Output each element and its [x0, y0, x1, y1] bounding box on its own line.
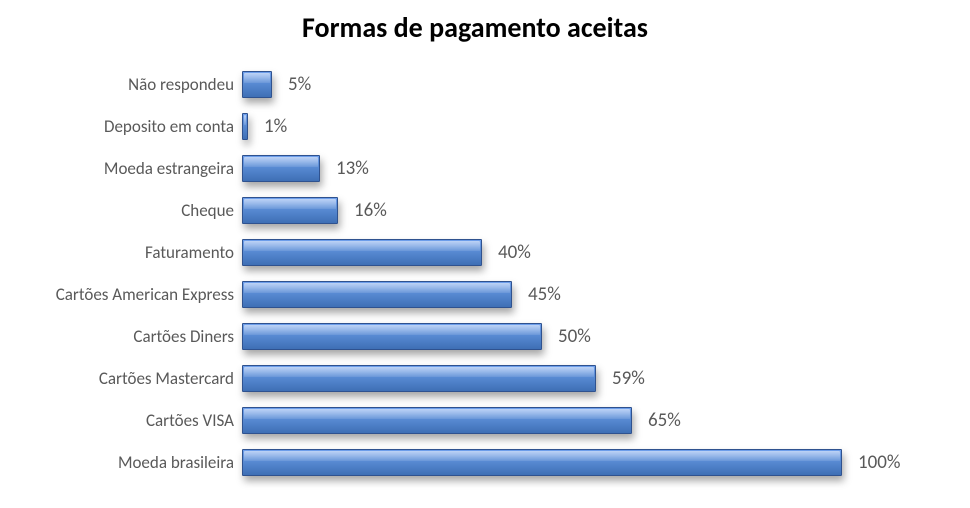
bar-wrap: 100% [242, 449, 900, 476]
bar [242, 323, 542, 350]
category-label: Moeda estrangeira [20, 158, 242, 179]
chart-row: Cheque 16% [20, 189, 930, 231]
bar-area: 16% [242, 197, 930, 224]
bar-area: 100% [242, 449, 930, 476]
value-label: 13% [336, 157, 369, 180]
bar [242, 239, 482, 266]
chart-row: Moeda estrangeira 13% [20, 147, 930, 189]
chart-row: Faturamento 40% [20, 231, 930, 273]
chart-row: Não respondeu 5% [20, 63, 930, 105]
bar-area: 65% [242, 407, 930, 434]
bar-wrap: 45% [242, 281, 561, 308]
bar-area: 1% [242, 113, 930, 140]
bar [242, 113, 248, 140]
chart-rows: Não respondeu 5% Deposito em conta 1% Moeda … [20, 63, 930, 483]
category-label: Faturamento [20, 242, 242, 263]
bar-area: 50% [242, 323, 930, 350]
chart-row: Deposito em conta 1% [20, 105, 930, 147]
value-label: 100% [858, 451, 900, 474]
bar-wrap: 1% [242, 113, 287, 140]
chart-row: Cartões American Express 45% [20, 273, 930, 315]
bar-area: 59% [242, 365, 930, 392]
bar-wrap: 59% [242, 365, 645, 392]
bar [242, 197, 338, 224]
bar-wrap: 65% [242, 407, 681, 434]
category-label: Deposito em conta [20, 116, 242, 137]
bar-area: 13% [242, 155, 930, 182]
value-label: 16% [354, 199, 387, 222]
bar-wrap: 50% [242, 323, 591, 350]
bar [242, 281, 512, 308]
category-label: Moeda brasileira [20, 452, 242, 473]
category-label: Cartões American Express [20, 284, 242, 305]
category-label: Cartões Mastercard [20, 368, 242, 389]
chart-row: Cartões Diners 50% [20, 315, 930, 357]
bar [242, 365, 596, 392]
value-label: 65% [648, 409, 681, 432]
bar-area: 40% [242, 239, 930, 266]
value-label: 40% [498, 241, 531, 264]
chart-container: Formas de pagamento aceitas Não responde… [0, 0, 970, 508]
bar-wrap: 13% [242, 155, 369, 182]
chart-row: Moeda brasileira 100% [20, 441, 930, 483]
category-label: Não respondeu [20, 74, 242, 95]
category-label: Cartões Diners [20, 326, 242, 347]
chart-row: Cartões VISA 65% [20, 399, 930, 441]
bar-area: 5% [242, 71, 930, 98]
bar-area: 45% [242, 281, 930, 308]
value-label: 1% [264, 115, 287, 138]
value-label: 59% [612, 367, 645, 390]
value-label: 45% [528, 283, 561, 306]
bar-wrap: 5% [242, 71, 311, 98]
category-label: Cartões VISA [20, 410, 242, 431]
chart-title: Formas de pagamento aceitas [20, 10, 930, 45]
bar [242, 407, 632, 434]
bar [242, 449, 842, 476]
bar-wrap: 16% [242, 197, 387, 224]
chart-row: Cartões Mastercard 59% [20, 357, 930, 399]
bar-wrap: 40% [242, 239, 531, 266]
bar [242, 155, 320, 182]
bar [242, 71, 272, 98]
category-label: Cheque [20, 200, 242, 221]
value-label: 50% [558, 325, 591, 348]
value-label: 5% [288, 73, 311, 96]
